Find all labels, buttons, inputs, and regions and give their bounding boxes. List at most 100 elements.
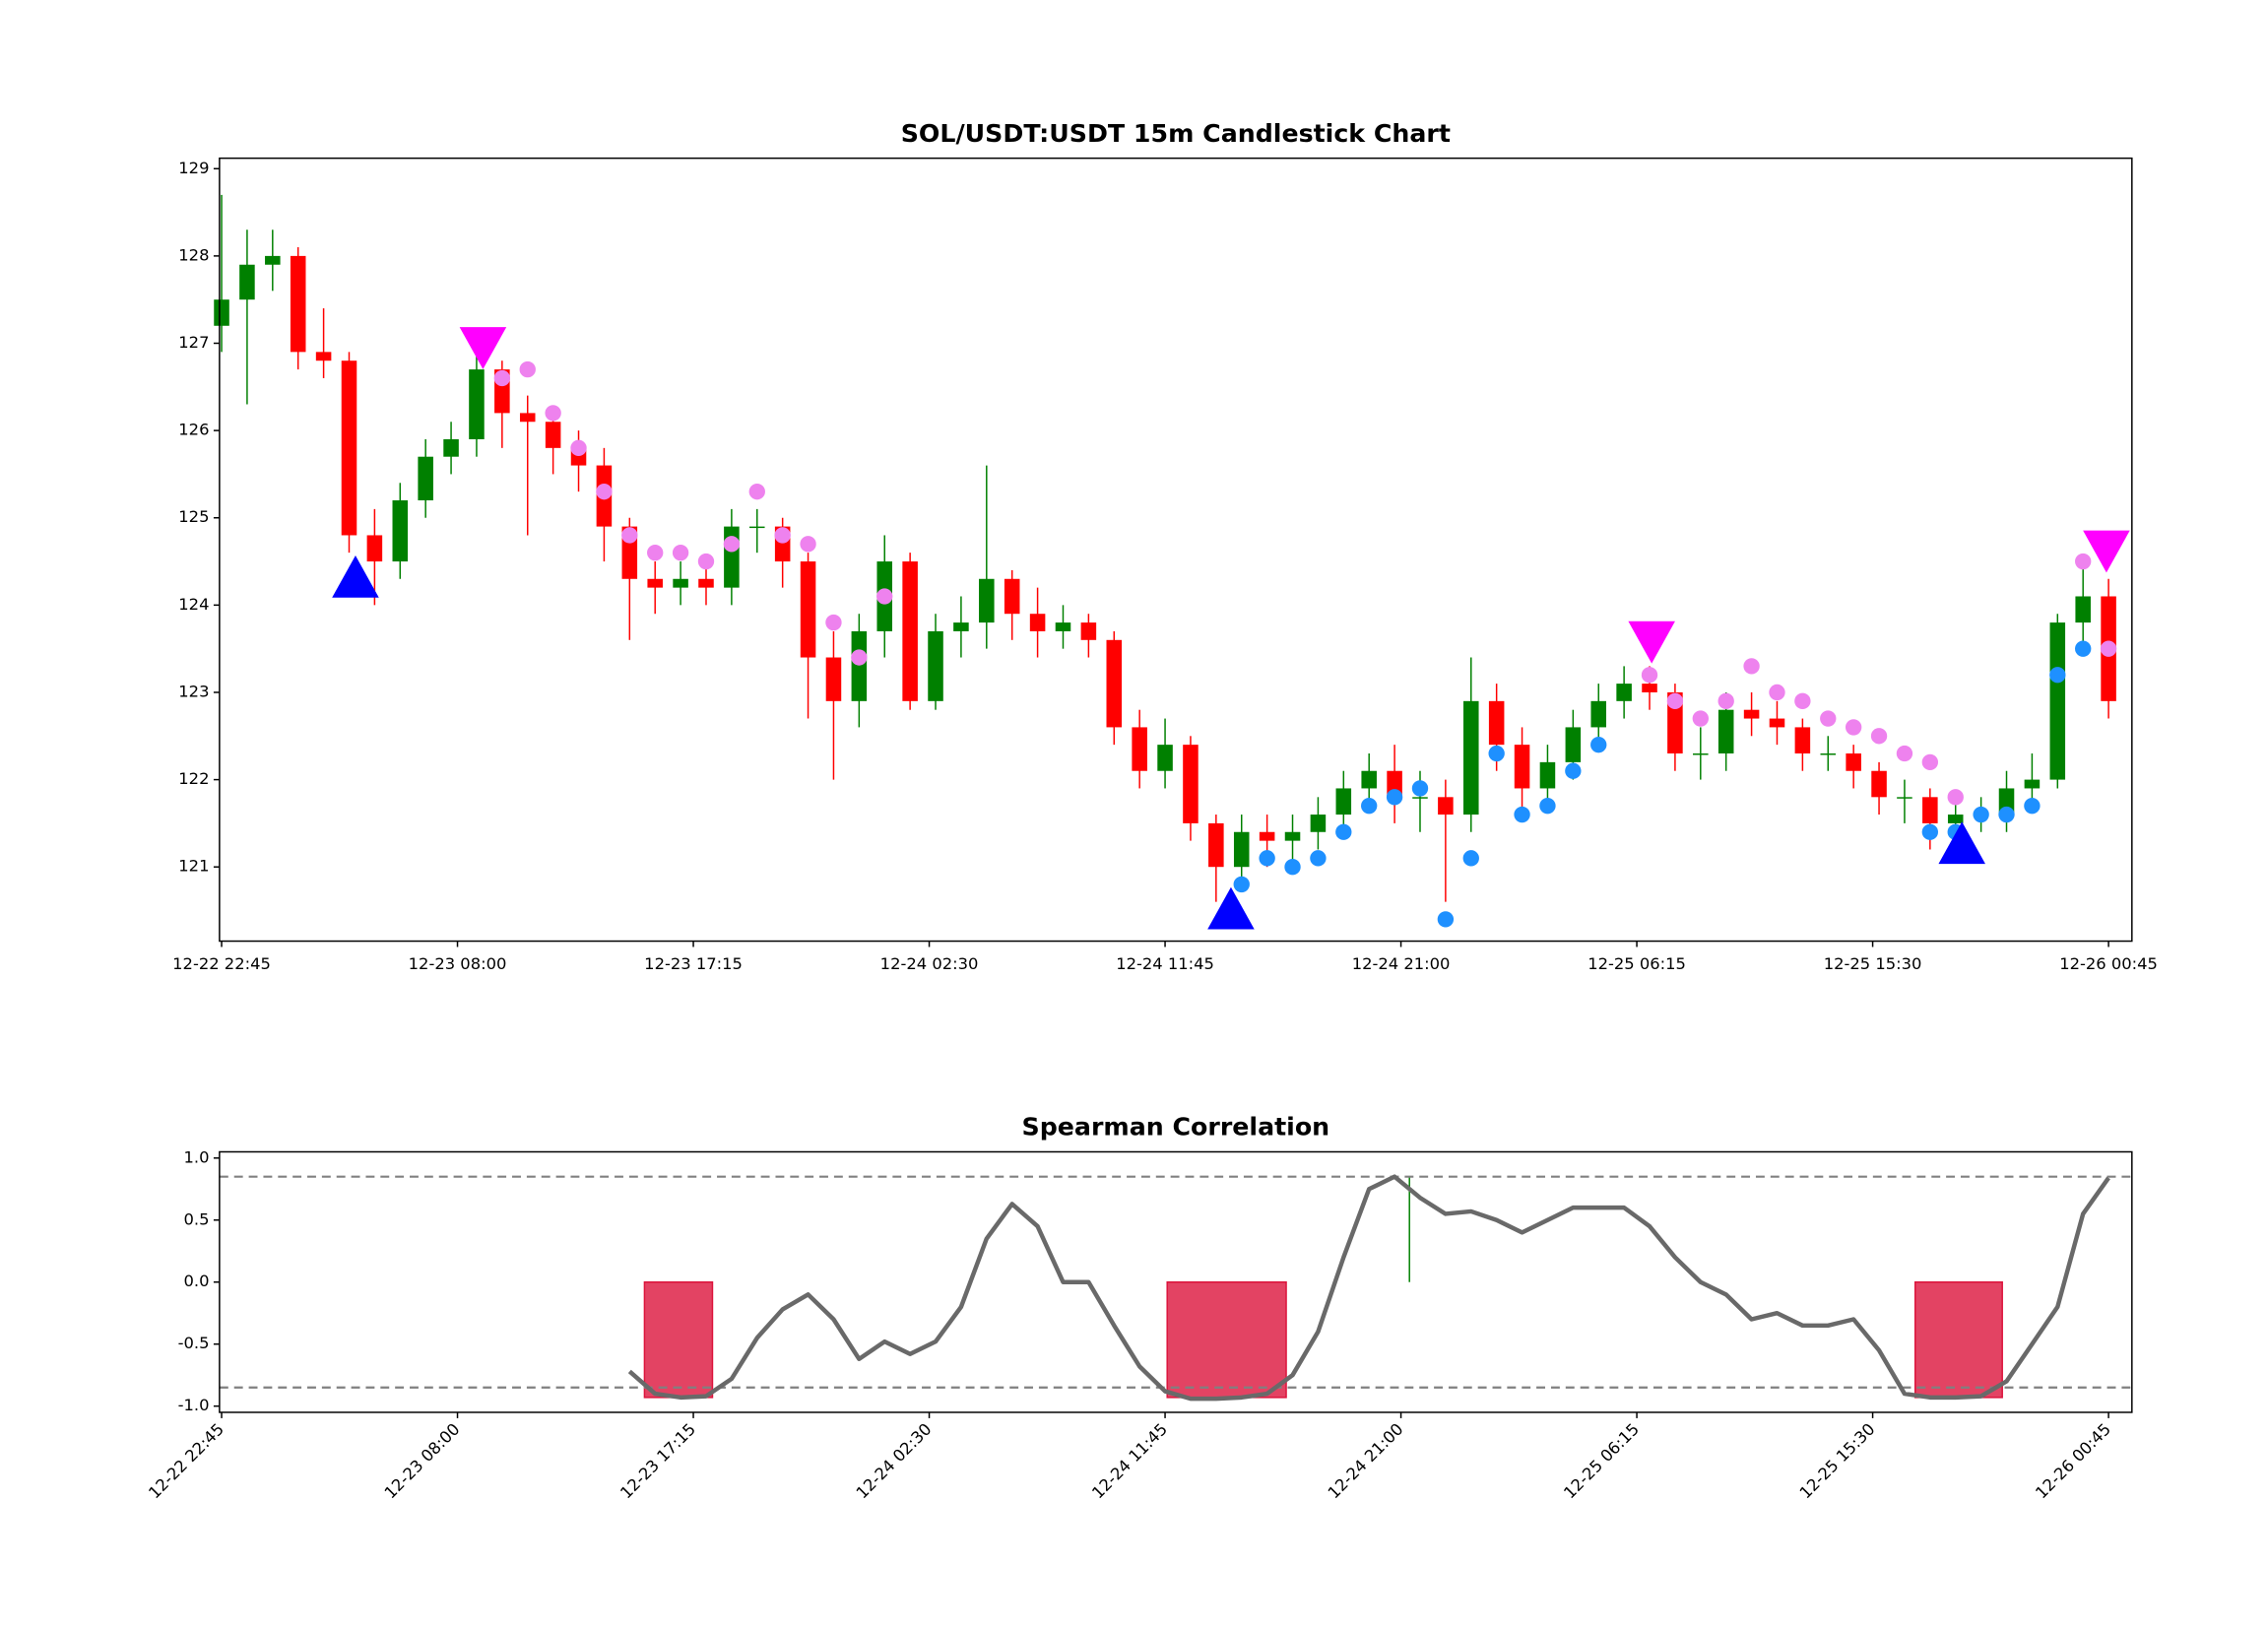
sell-triangle (459, 327, 507, 369)
candle-body (1514, 745, 1530, 789)
candle-body (290, 255, 306, 353)
candle-body (1693, 753, 1709, 755)
signal-bar (1166, 1280, 1287, 1399)
candle-body (673, 578, 688, 588)
candle-body (1488, 700, 1505, 746)
candle-body (341, 360, 357, 536)
candle-body (315, 352, 332, 361)
signal-dot (570, 439, 587, 457)
signal-dot (1437, 911, 1455, 928)
x-tick-label: 12-24 11:45 (1088, 1419, 1171, 1502)
y-tick-label: 123 (178, 682, 209, 700)
signal-dot (851, 649, 868, 666)
candle-body (1055, 622, 1071, 631)
x-tick-label: 12-24 11:45 (1116, 954, 1214, 973)
signal-dot (1998, 806, 2015, 823)
candle-body (749, 526, 765, 529)
candle-body (1642, 684, 1657, 692)
signal-dot (1743, 658, 1760, 675)
candle-body (1463, 700, 1479, 816)
candle-body (1106, 639, 1123, 728)
signal-dot (1769, 684, 1785, 701)
y-tick-label: 129 (178, 159, 209, 177)
candle-body (469, 369, 485, 439)
candle-body (2024, 779, 2041, 789)
signal-dot (2024, 798, 2041, 815)
candle-body (1361, 770, 1377, 789)
x-tick-label: 12-25 06:15 (1588, 954, 1686, 973)
candle-body (1871, 770, 1887, 798)
x-tick-label: 12-22 22:45 (145, 1419, 227, 1502)
candle-body (1259, 831, 1275, 841)
signal-dot (1462, 850, 1479, 867)
signal-dot (1361, 798, 1378, 815)
signal-dot (647, 545, 664, 561)
y-tick-label: 127 (178, 333, 209, 352)
candle-body (1004, 578, 1020, 615)
candle-body (953, 622, 969, 631)
y-tick-label: 124 (178, 595, 209, 614)
x-tick-label: 12-26 00:45 (2059, 954, 2158, 973)
signal-dot (2049, 667, 2066, 684)
candle-body (1846, 753, 1861, 771)
signal-dot (1921, 753, 1939, 771)
candle-body (214, 299, 229, 326)
signal-dot (1666, 692, 1684, 710)
candle-body (1897, 797, 1912, 799)
candle-body (1157, 745, 1173, 771)
signal-dot (825, 614, 842, 631)
candle-body (366, 535, 383, 562)
x-tick-label: 12-25 15:30 (1824, 954, 1922, 973)
signal-dot (493, 369, 511, 387)
chart-title: SOL/USDT:USDT 15m Candlestick Chart (901, 119, 1451, 148)
signal-dot (672, 545, 689, 561)
signal-dot (1284, 859, 1301, 876)
candle-body (698, 578, 714, 588)
signal-dot (1870, 728, 1888, 745)
candle-body (1183, 745, 1199, 823)
x-tick-label: 12-24 02:30 (853, 1419, 936, 1502)
y-tick-label: -1.0 (178, 1396, 210, 1414)
candle-body (1335, 788, 1352, 816)
candle-body (979, 578, 995, 623)
candle-body (239, 264, 255, 300)
signal-dot (1590, 736, 1607, 753)
signal-dot (1386, 789, 1403, 806)
x-tick-label: 12-25 06:15 (1560, 1419, 1643, 1502)
candle-body (800, 561, 816, 658)
signal-dot (2075, 640, 2092, 657)
candle-body (1616, 684, 1632, 701)
x-tick-label: 12-23 17:15 (616, 1419, 699, 1502)
signal-dot (519, 360, 536, 378)
x-tick-label: 12-24 21:00 (1352, 954, 1451, 973)
signal-dot (1565, 762, 1582, 779)
candle-body (1794, 727, 1811, 754)
signal-dot (621, 527, 638, 544)
signal-dot (1488, 745, 1505, 762)
candle-body (545, 422, 561, 448)
candle-body (1438, 797, 1454, 816)
signal-dot (1310, 850, 1327, 867)
signal-dot (1514, 806, 1530, 823)
x-tick-label: 12-24 21:00 (1325, 1419, 1407, 1502)
candle-body (1922, 797, 1938, 823)
correlation-line (627, 1174, 2110, 1402)
plot-frame (219, 1150, 2133, 1413)
candle-body (647, 578, 663, 588)
signal-dot (2075, 553, 2092, 570)
y-tick-label: 122 (178, 769, 209, 788)
x-tick-label: 12-23 08:00 (409, 954, 507, 973)
y-tick-label: -0.5 (178, 1334, 210, 1352)
y-tick-label: 1.0 (184, 1147, 210, 1166)
candle-body (1539, 761, 1556, 789)
candle-body (1233, 831, 1250, 868)
chart-title: Spearman Correlation (1022, 1113, 1330, 1142)
candle-body (2049, 622, 2066, 780)
candle-body (1310, 815, 1327, 832)
signal-dot (1794, 692, 1811, 710)
signal-dot (1641, 667, 1658, 684)
candle-body (1947, 815, 1964, 823)
candle-body (418, 456, 433, 501)
